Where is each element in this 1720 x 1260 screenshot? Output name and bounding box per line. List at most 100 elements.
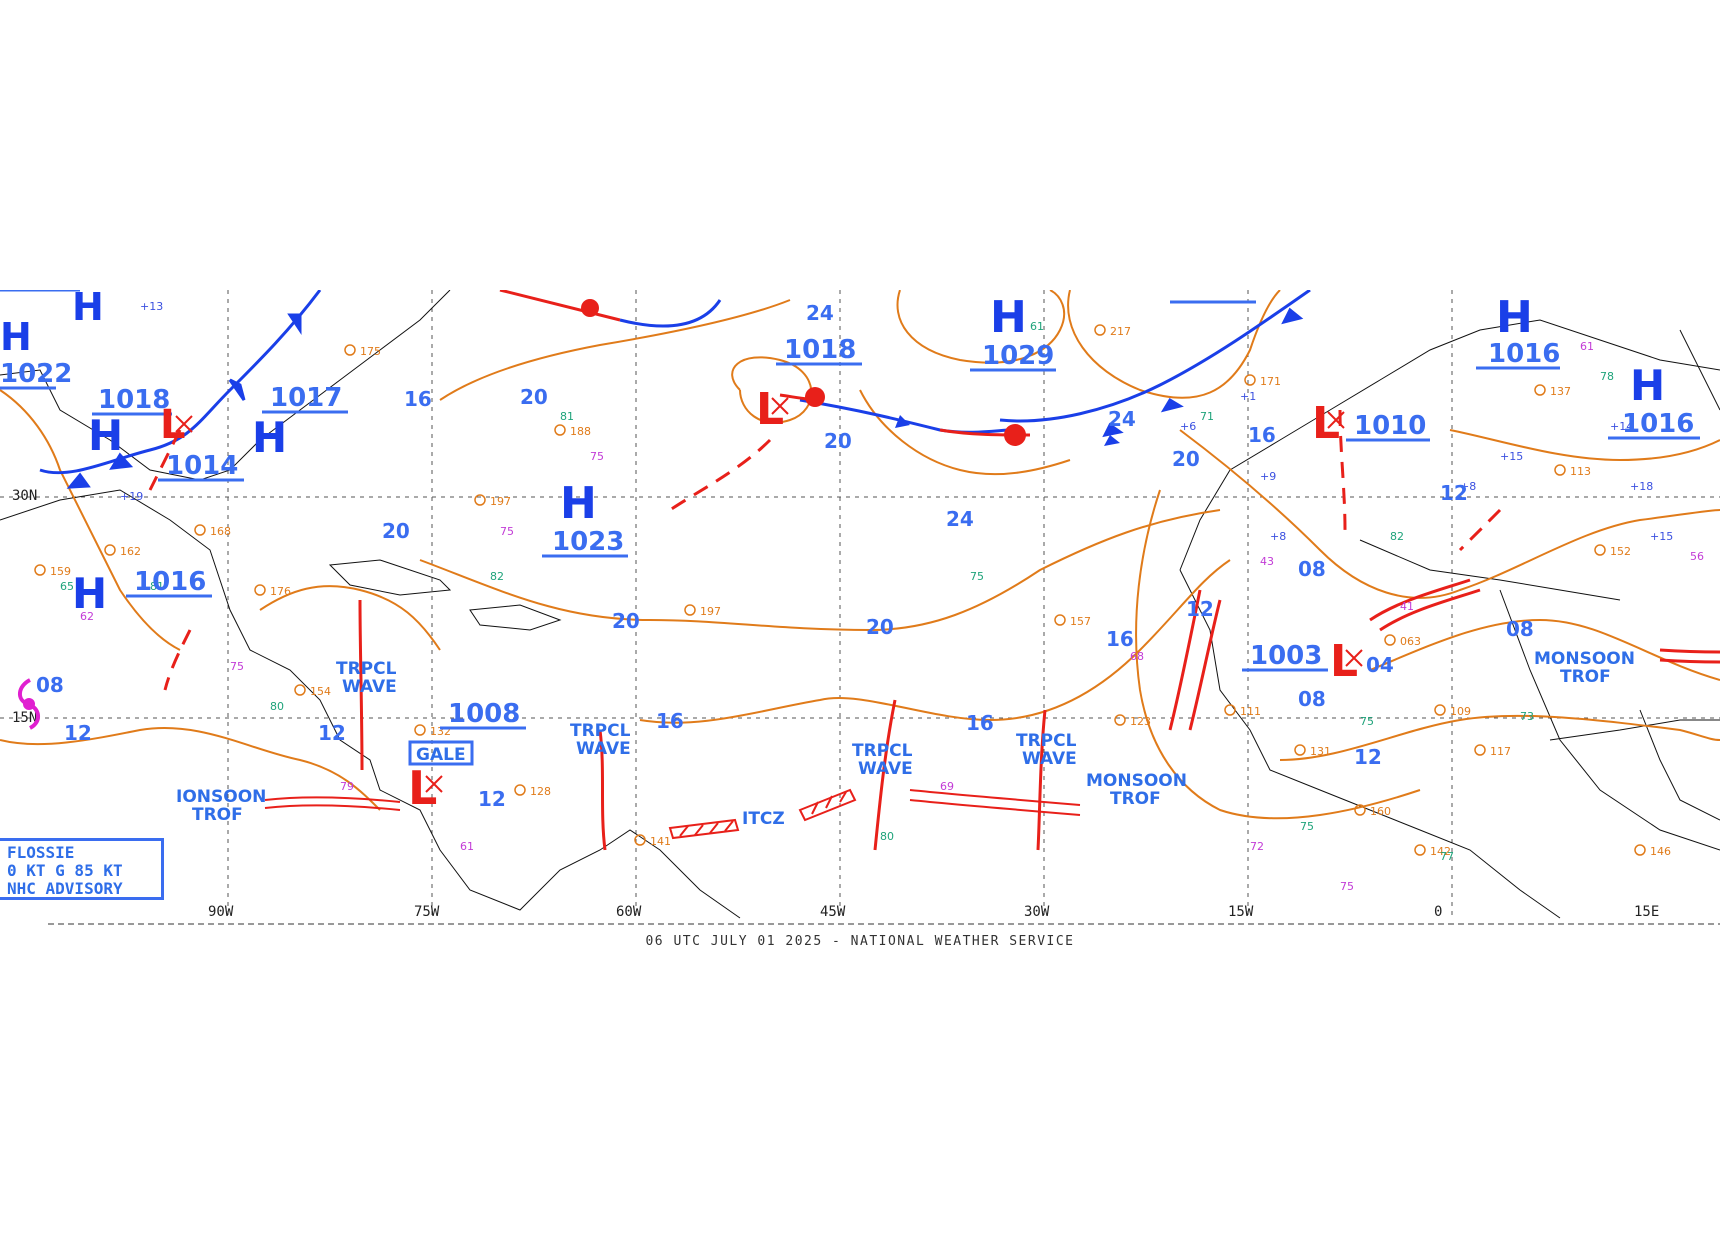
svg-text:43: 43 — [1260, 555, 1274, 568]
svg-text:168: 168 — [210, 525, 231, 538]
high-letter: H — [990, 292, 1027, 343]
svg-text:162: 162 — [120, 545, 141, 558]
high-center: H 1016 — [1608, 361, 1700, 440]
high-letter: H — [560, 478, 597, 529]
monsoon-trough-label: MONSOON TROF — [1534, 649, 1635, 687]
svg-text:128: 128 — [530, 785, 551, 798]
svg-text:75: 75 — [1300, 820, 1314, 833]
svg-text:77: 77 — [1440, 850, 1454, 863]
stationary-fronts — [499, 290, 1120, 446]
high-pressure-value: 1029 — [982, 341, 1054, 371]
svg-text:146: 146 — [1650, 845, 1671, 858]
svg-text:154: 154 — [310, 685, 331, 698]
svg-text:WAVE: WAVE — [576, 739, 631, 759]
svg-text:72: 72 — [1250, 840, 1264, 853]
high-center: H 1029 — [970, 292, 1056, 372]
svg-text:IONSOON: IONSOON — [176, 787, 266, 807]
svg-text:142: 142 — [1430, 845, 1451, 858]
isobar-label: 20 — [612, 609, 640, 633]
high-center: H 1016 — [72, 567, 212, 618]
isobar-label: 20 — [1172, 447, 1200, 471]
svg-text:81: 81 — [150, 580, 164, 593]
svg-text:+1: +1 — [1240, 390, 1256, 403]
svg-text:80: 80 — [880, 830, 894, 843]
isobar-label: 12 — [318, 721, 346, 745]
svg-text:TROF: TROF — [192, 805, 243, 825]
gale-label: GALE — [416, 745, 466, 765]
svg-text:176: 176 — [270, 585, 291, 598]
isobar-label: 20 — [382, 519, 410, 543]
low-pressure-value: 1014 — [166, 451, 238, 481]
monsoon-trough-label: IONSOON TROF — [176, 787, 266, 825]
svg-text:+13: +13 — [140, 300, 163, 313]
isobars — [0, 290, 1720, 820]
low-letter: L — [160, 402, 186, 448]
isobar-label: 08 — [36, 673, 64, 697]
svg-text:+15: +15 — [1500, 450, 1523, 463]
lon-label: 15W — [1228, 904, 1254, 920]
low-center: L 1008 — [408, 699, 526, 815]
coastlines — [0, 290, 1720, 919]
high-letter: H — [1496, 292, 1533, 343]
low-center: L 1010 — [1312, 398, 1430, 449]
low-center: L 1003 — [1242, 636, 1363, 687]
monsoon-trough-label: MONSOON TROF — [1086, 771, 1187, 809]
svg-text:WAVE: WAVE — [342, 677, 397, 697]
high-letter: H — [252, 413, 287, 462]
svg-text:113: 113 — [1570, 465, 1591, 478]
svg-text:+19: +19 — [120, 490, 143, 503]
svg-text:197: 197 — [700, 605, 721, 618]
tropical-wave-label: TRPCL WAVE — [852, 741, 913, 779]
svg-text:56: 56 — [1690, 550, 1704, 563]
svg-text:TROF: TROF — [1560, 667, 1611, 687]
svg-text:75: 75 — [1360, 715, 1374, 728]
tropical-cyclone-icon — [18, 678, 40, 730]
isobar-label: 16 — [1106, 627, 1134, 651]
low-letter: L — [1330, 636, 1358, 687]
high-pressure-value: 1022 — [0, 359, 72, 389]
svg-text:131: 131 — [1310, 745, 1331, 758]
lat-label: 15N — [12, 710, 37, 726]
svg-text:+6: +6 — [1180, 420, 1196, 433]
storm-wind: 0 KT G 85 KT — [7, 862, 123, 880]
high-letter: H — [72, 290, 104, 329]
svg-text:159: 159 — [50, 565, 71, 578]
svg-text:61: 61 — [460, 840, 474, 853]
isobar-label: 20 — [866, 615, 894, 639]
svg-text:TRPCL: TRPCL — [852, 741, 913, 761]
isobar-label: 24 — [806, 301, 834, 325]
svg-text:MONSOON: MONSOON — [1534, 649, 1635, 669]
itcz-label: ITCZ — [742, 809, 785, 829]
lon-label: 15E — [1634, 904, 1659, 920]
svg-text:75: 75 — [970, 570, 984, 583]
isobar-label: 08 — [1298, 557, 1326, 581]
high-pressure-value: 1016 — [1622, 409, 1694, 439]
cold-fronts — [39, 290, 1311, 489]
isobar-label: 12 — [478, 787, 506, 811]
svg-text:217: 217 — [1110, 325, 1131, 338]
lon-label: 60W — [616, 904, 642, 920]
low-letter: L — [756, 384, 784, 435]
svg-text:+8: +8 — [1270, 530, 1286, 543]
high-letter: H — [1630, 361, 1665, 410]
svg-text:111: 111 — [1240, 705, 1261, 718]
lat-label: 30N — [12, 488, 37, 504]
high-center: H 1016 — [1476, 292, 1560, 370]
high-pressure-value: 1016 — [134, 567, 206, 597]
low-pressure-value: 1003 — [1250, 641, 1322, 671]
tropical-wave-label: TRPCL WAVE — [1016, 731, 1077, 769]
low-letter: L — [408, 761, 437, 815]
svg-text:197: 197 — [490, 495, 511, 508]
lon-label: 75W — [414, 904, 440, 920]
svg-text:79: 79 — [340, 780, 354, 793]
gale-warning-box: GALE — [408, 740, 474, 766]
svg-text:160: 160 — [1370, 805, 1391, 818]
svg-text:75: 75 — [230, 660, 244, 673]
low-pressure-value: 1010 — [1354, 411, 1426, 441]
svg-text:117: 117 — [1490, 745, 1511, 758]
high-letter: H — [0, 315, 32, 359]
svg-text:65: 65 — [60, 580, 74, 593]
isobar-label: 04 — [1366, 653, 1394, 677]
svg-text:175: 175 — [360, 345, 381, 358]
svg-text:75: 75 — [500, 525, 514, 538]
